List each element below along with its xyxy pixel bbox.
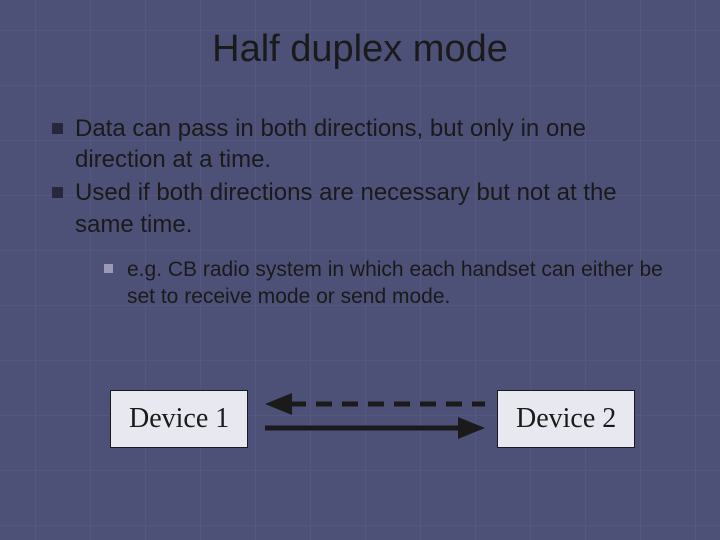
arrow-svg [260, 390, 490, 445]
device-2-box: Device 2 [497, 390, 635, 448]
bullet-text: Used if both directions are necessary bu… [75, 177, 680, 239]
device-1-box: Device 1 [110, 390, 248, 448]
arrowhead-right [458, 417, 485, 439]
diagram: Device 1 Device 2 [0, 370, 720, 470]
slide-content: Half duplex mode Data can pass in both d… [0, 0, 720, 338]
bullet-marker [52, 123, 63, 134]
sub-bullet-marker [104, 264, 113, 273]
bullet-marker [52, 187, 63, 198]
bullet-item: Data can pass in both directions, but on… [40, 113, 680, 175]
bullet-text: Data can pass in both directions, but on… [75, 113, 680, 175]
sub-bullet-text: e.g. CB radio system in which each hands… [127, 256, 680, 311]
bullet-item: Used if both directions are necessary bu… [40, 177, 680, 239]
sub-bullet-item: e.g. CB radio system in which each hands… [40, 256, 680, 311]
arrows [260, 390, 490, 445]
slide-title: Half duplex mode [40, 28, 680, 71]
arrowhead-left [265, 393, 292, 415]
